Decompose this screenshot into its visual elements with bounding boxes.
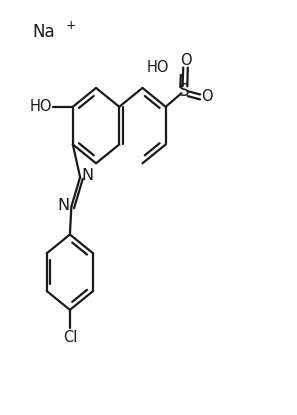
Text: N: N bbox=[82, 168, 94, 183]
Text: O: O bbox=[201, 90, 212, 105]
Text: S: S bbox=[178, 82, 189, 100]
Text: HO: HO bbox=[29, 99, 52, 114]
Text: HO: HO bbox=[147, 60, 169, 75]
Text: Na: Na bbox=[32, 23, 55, 41]
Text: Cl: Cl bbox=[63, 330, 77, 345]
Text: +: + bbox=[65, 19, 76, 32]
Text: N: N bbox=[58, 198, 69, 213]
Text: O: O bbox=[180, 53, 191, 68]
